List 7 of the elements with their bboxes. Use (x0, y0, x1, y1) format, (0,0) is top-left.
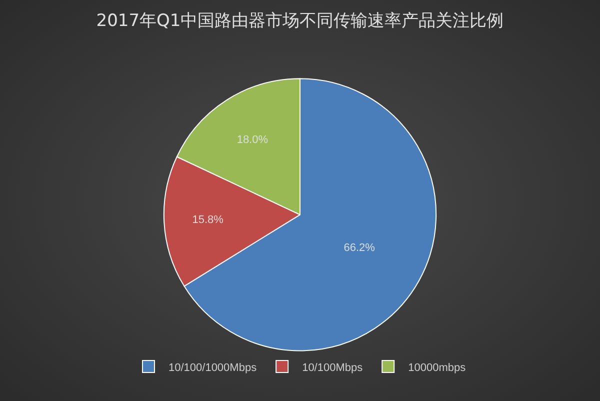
legend-label: 10000mbps (408, 362, 466, 374)
data-label: 15.8% (192, 214, 224, 226)
chart-title: 2017年Q1中国路由器市场不同传输速率产品关注比例 (96, 10, 504, 31)
data-label: 66.2% (344, 242, 376, 254)
legend-label: 10/100/1000Mbps (168, 362, 258, 374)
data-label: 18.0% (236, 134, 268, 146)
legend-label: 10/100Mbps (302, 362, 364, 374)
